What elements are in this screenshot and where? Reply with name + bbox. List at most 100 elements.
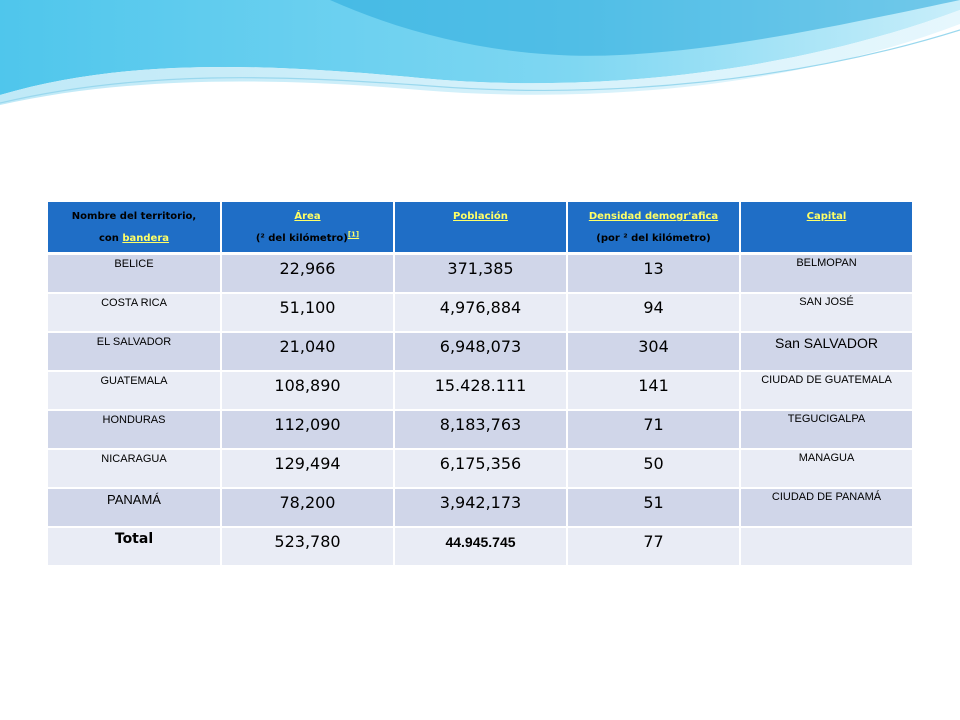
cell-area: 21,040	[221, 332, 395, 372]
cell-densidad: 141	[567, 371, 741, 411]
area-link[interactable]: Área	[294, 211, 321, 222]
cell-poblacion: 15.428.111	[394, 371, 568, 411]
table-row: GUATEMALA 108,890 15.428.111 141 CIUDAD …	[48, 371, 912, 411]
cell-capital: BELMOPAN	[740, 253, 912, 294]
header-territorio-line1: Nombre del territorio,	[71, 211, 197, 222]
cell-capital: CIUDAD DE GUATEMALA	[740, 371, 912, 411]
table-row: NICARAGUA 129,494 6,175,356 50 MANAGUA	[48, 449, 912, 489]
cell-densidad: 94	[567, 293, 741, 333]
table-row: COSTA RICA 51,100 4,976,884 94 SAN JOSÉ	[48, 293, 912, 333]
header-densidad-sub: (por ² del kilómetro)	[596, 233, 711, 244]
cell-total-area: 523,780	[221, 527, 395, 567]
header-territorio-line2: con	[98, 233, 119, 244]
header-capital: Capital	[740, 202, 912, 255]
total-densidad-value: 77	[643, 532, 664, 551]
cell-capital: CIUDAD DE PANAMÁ	[740, 488, 912, 528]
bandera-link[interactable]: bandera	[122, 233, 170, 244]
capital-name: TEGUCIGALPA	[787, 413, 866, 425]
area-value: 129,494	[274, 454, 341, 473]
poblacion-value: 8,183,763	[439, 415, 522, 434]
cell-poblacion: 4,976,884	[394, 293, 568, 333]
table-row: BELICE 22,966 371,385 13 BELMOPAN	[48, 253, 912, 294]
cell-densidad: 50	[567, 449, 741, 489]
capital-link[interactable]: Capital	[806, 211, 847, 222]
cell-area: 22,966	[221, 253, 395, 294]
cell-total-label: Total	[48, 527, 222, 567]
cell-territorio: GUATEMALA	[48, 371, 222, 411]
territorio-name: BELICE	[114, 258, 154, 270]
area-value: 78,200	[279, 493, 336, 512]
territorio-name: NICARAGUA	[101, 453, 167, 465]
central-america-table: Nombre del territorio, con bandera Área …	[48, 202, 912, 567]
total-area-value: 523,780	[274, 532, 341, 551]
table-header-row: Nombre del territorio, con bandera Área …	[48, 202, 912, 255]
cell-capital: TEGUCIGALPA	[740, 410, 912, 450]
cell-densidad: 304	[567, 332, 741, 372]
table-row: EL SALVADOR 21,040 6,948,073 304 San SAL…	[48, 332, 912, 372]
poblacion-value: 371,385	[447, 259, 514, 278]
densidad-value: 13	[643, 259, 664, 278]
poblacion-value: 3,942,173	[439, 493, 522, 512]
capital-name: CIUDAD DE GUATEMALA	[761, 374, 892, 386]
capital-name: San SALVADOR	[775, 335, 878, 351]
cell-poblacion: 371,385	[394, 253, 568, 294]
cell-area: 129,494	[221, 449, 395, 489]
cell-capital: MANAGUA	[740, 449, 912, 489]
cell-poblacion: 6,175,356	[394, 449, 568, 489]
cell-densidad: 71	[567, 410, 741, 450]
cell-area: 51,100	[221, 293, 395, 333]
territorio-name: GUATEMALA	[100, 375, 168, 387]
cell-capital: SAN JOSÉ	[740, 293, 912, 333]
capital-name: SAN JOSÉ	[799, 296, 854, 308]
capital-name: CIUDAD DE PANAMÁ	[771, 491, 882, 503]
header-poblacion: Población	[394, 202, 568, 255]
cell-area: 112,090	[221, 410, 395, 450]
area-value: 21,040	[279, 337, 336, 356]
territorio-name: HONDURAS	[102, 414, 166, 426]
poblacion-value: 6,948,073	[439, 337, 522, 356]
cell-densidad: 13	[567, 253, 741, 294]
cell-territorio: HONDURAS	[48, 410, 222, 450]
densidad-value: 304	[638, 337, 669, 356]
table-total-row: Total 523,780 44.945.745 77	[48, 527, 912, 567]
central-america-table-container: Nombre del territorio, con bandera Área …	[48, 202, 912, 567]
poblacion-value: 4,976,884	[439, 298, 522, 317]
poblacion-value: 15.428.111	[434, 376, 527, 395]
territorio-name: EL SALVADOR	[96, 336, 172, 348]
cell-poblacion: 6,948,073	[394, 332, 568, 372]
total-poblacion-value: 44.945.745	[445, 534, 516, 550]
capital-name: MANAGUA	[798, 452, 855, 464]
cell-poblacion: 8,183,763	[394, 410, 568, 450]
area-value: 108,890	[274, 376, 341, 395]
territorio-name: COSTA RICA	[101, 297, 167, 309]
area-value: 112,090	[274, 415, 341, 434]
capital-name: BELMOPAN	[796, 257, 857, 269]
cell-territorio: BELICE	[48, 253, 222, 294]
header-area-sub: (² del kilómetro)	[255, 233, 348, 244]
table-row: PANAMÁ 78,200 3,942,173 51 CIUDAD DE PAN…	[48, 488, 912, 528]
area-ref-link[interactable]: [1]	[347, 230, 360, 239]
total-label: Total	[114, 531, 154, 547]
cell-territorio: EL SALVADOR	[48, 332, 222, 372]
cell-total-poblacion: 44.945.745	[394, 527, 568, 567]
cell-densidad: 51	[567, 488, 741, 528]
densidad-value: 141	[638, 376, 669, 395]
header-densidad: Densidad demogr'afica (por ² del kilómet…	[567, 202, 741, 255]
header-area: Área (² del kilómetro)[1]	[221, 202, 395, 255]
cell-total-capital	[740, 527, 912, 567]
area-value: 22,966	[279, 259, 336, 278]
cell-total-densidad: 77	[567, 527, 741, 567]
cell-territorio: NICARAGUA	[48, 449, 222, 489]
table-row: HONDURAS 112,090 8,183,763 71 TEGUCIGALP…	[48, 410, 912, 450]
header-wave-decoration	[0, 0, 960, 105]
cell-territorio: PANAMÁ	[48, 488, 222, 528]
area-value: 51,100	[279, 298, 336, 317]
cell-territorio: COSTA RICA	[48, 293, 222, 333]
poblacion-link[interactable]: Población	[453, 211, 508, 222]
territorio-name: PANAMÁ	[107, 492, 161, 507]
densidad-value: 51	[643, 493, 664, 512]
cell-area: 78,200	[221, 488, 395, 528]
cell-capital: San SALVADOR	[740, 332, 912, 372]
densidad-link[interactable]: Densidad demogr'afica	[588, 211, 719, 222]
densidad-value: 50	[643, 454, 664, 473]
